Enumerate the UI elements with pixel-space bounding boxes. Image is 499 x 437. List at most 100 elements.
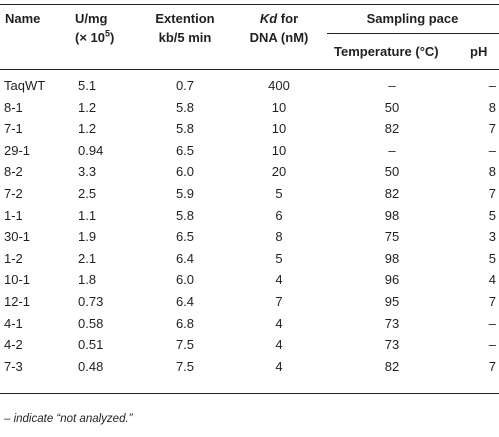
cell-temp: 50 xyxy=(384,164,400,180)
cell-ph: 8 xyxy=(488,99,496,115)
cell-temp: 73 xyxy=(384,337,400,353)
cell-ph: 7 xyxy=(488,121,496,137)
header-umg-line1: U/mg xyxy=(75,11,108,26)
cell-kd: 6 xyxy=(275,207,283,223)
cell-name: 4-1 xyxy=(4,315,23,331)
cell-name: 8-1 xyxy=(4,99,23,115)
table-row: 1-2 2.1 6.4 5 98 5 xyxy=(0,248,499,270)
cell-umg: 5.1 xyxy=(78,78,97,93)
cell-umg: 0.94 xyxy=(78,142,104,158)
cell-name: 10-1 xyxy=(4,272,31,288)
cell-kd: 7 xyxy=(275,294,283,309)
cell-ext: 5.8 xyxy=(175,99,195,115)
cell-ph: 7 xyxy=(488,186,496,201)
table-row: 7-2 2.5 5.9 5 82 7 xyxy=(0,183,499,205)
cell-ext: 7.5 xyxy=(175,358,195,374)
cell-name: 7-3 xyxy=(4,358,23,374)
cell-temp: – xyxy=(388,142,396,158)
cell-name: TaqWT xyxy=(4,78,46,93)
cell-ext: 6.4 xyxy=(175,294,195,309)
cell-kd: 8 xyxy=(275,229,283,245)
top-rule xyxy=(0,4,499,5)
cell-ph: 5 xyxy=(488,250,496,266)
header-extention: Extention kb/5 min xyxy=(140,9,230,47)
cell-temp: 82 xyxy=(384,121,400,137)
header-name: Name xyxy=(5,11,41,26)
table-row: 12-1 0.73 6.4 7 95 7 xyxy=(0,291,499,313)
cell-kd: 5 xyxy=(275,250,283,266)
header-sampling-pace: Sampling pace xyxy=(366,11,459,26)
cell-temp: 98 xyxy=(384,250,400,266)
cell-ph: 7 xyxy=(488,358,496,374)
cell-umg: 1.2 xyxy=(78,121,97,137)
cell-kd: 4 xyxy=(275,358,283,374)
sampling-pace-rule xyxy=(327,33,499,34)
cell-temp: 82 xyxy=(384,186,400,201)
cell-name: 29-1 xyxy=(4,142,31,158)
header-umg: U/mg (× 105) xyxy=(75,9,114,47)
cell-temp: 50 xyxy=(384,99,400,115)
header-umg-exponent: 5 xyxy=(105,28,111,39)
cell-name: 7-2 xyxy=(4,186,23,201)
cell-ext: 7.5 xyxy=(175,337,195,353)
table-row: 1-1 1.1 5.8 6 98 5 xyxy=(0,205,499,227)
cell-ph: – xyxy=(488,315,496,331)
cell-umg: 1.1 xyxy=(78,207,97,223)
header-temperature: Temperature (°C) xyxy=(334,44,439,59)
cell-ext: 6.5 xyxy=(175,142,195,158)
header-kd-line1: Kd for xyxy=(259,11,299,26)
cell-temp: – xyxy=(388,78,396,93)
table-row: 30-1 1.9 6.5 8 75 3 xyxy=(0,226,499,248)
cell-umg: 0.51 xyxy=(78,337,104,353)
cell-ext: 6.5 xyxy=(175,229,195,245)
cell-kd: 4 xyxy=(275,337,283,353)
header-kd: Kd for DNA (nM) xyxy=(234,9,324,47)
cell-name: 7-1 xyxy=(4,121,23,137)
cell-temp: 96 xyxy=(384,272,400,288)
cell-ph: – xyxy=(488,78,496,93)
cell-kd: 400 xyxy=(268,78,290,93)
cell-temp: 73 xyxy=(384,315,400,331)
cell-kd: 10 xyxy=(271,142,287,158)
header-kd-line2: DNA (nM) xyxy=(249,30,309,45)
cell-name: 1-1 xyxy=(4,207,23,223)
table-row: 4-2 0.51 7.5 4 73 – xyxy=(0,334,499,356)
table-row: 8-1 1.2 5.8 10 50 8 xyxy=(0,97,499,119)
cell-name: 1-2 xyxy=(4,250,23,266)
table-row: 29-1 0.94 6.5 10 – – xyxy=(0,140,499,162)
cell-umg: 0.48 xyxy=(78,358,104,374)
table-row: TaqWT 5.1 0.7 400 – – xyxy=(0,75,499,97)
cell-temp: 82 xyxy=(384,358,400,374)
cell-ph: 8 xyxy=(488,164,496,180)
cell-kd: 4 xyxy=(275,272,283,288)
table-row: 8-2 3.3 6.0 20 50 8 xyxy=(0,161,499,183)
cell-ext: 6.0 xyxy=(175,272,195,288)
header-ext-line1: Extention xyxy=(155,11,215,26)
header-bottom-rule xyxy=(0,69,499,70)
cell-ext: 6.8 xyxy=(175,315,195,331)
cell-name: 30-1 xyxy=(4,229,31,245)
cell-umg: 3.3 xyxy=(78,164,97,180)
footnote: – indicate “not analyzed.” xyxy=(4,413,133,425)
cell-ph: 3 xyxy=(488,229,496,245)
cell-ext: 5.8 xyxy=(175,121,195,137)
cell-umg: 1.2 xyxy=(78,99,97,115)
cell-kd: 10 xyxy=(271,121,287,137)
cell-umg: 0.73 xyxy=(78,294,104,309)
cell-temp: 95 xyxy=(384,294,400,309)
cell-name: 8-2 xyxy=(4,164,23,180)
table-row: 10-1 1.8 6.0 4 96 4 xyxy=(0,269,499,291)
cell-name: 4-2 xyxy=(4,337,23,353)
cell-temp: 98 xyxy=(384,207,400,223)
cell-ph: 7 xyxy=(488,294,496,309)
cell-umg: 2.1 xyxy=(78,250,97,266)
table-row: 7-1 1.2 5.8 10 82 7 xyxy=(0,118,499,140)
header-ph: pH xyxy=(470,44,488,59)
cell-umg: 2.5 xyxy=(78,186,97,201)
cell-ph: – xyxy=(488,142,496,158)
table-row: 7-3 0.48 7.5 4 82 7 xyxy=(0,356,499,378)
cell-ext: 0.7 xyxy=(175,78,195,93)
cell-ext: 6.0 xyxy=(175,164,195,180)
cell-kd: 5 xyxy=(275,186,283,201)
cell-temp: 75 xyxy=(384,229,400,245)
